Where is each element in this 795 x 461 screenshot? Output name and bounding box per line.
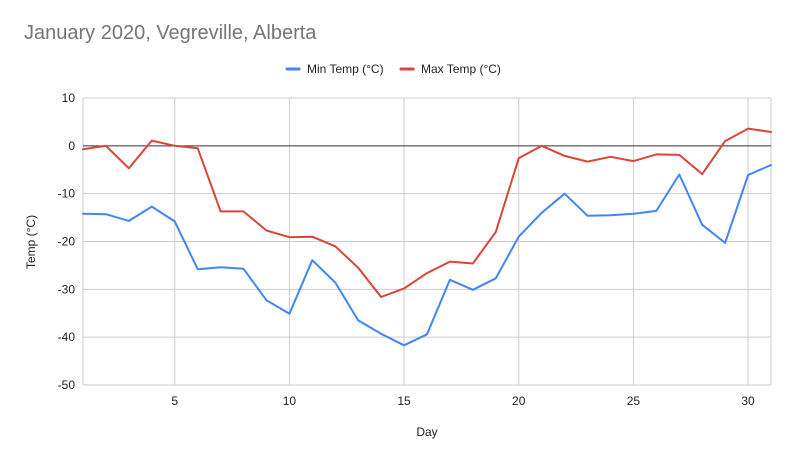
y-axis-title: Temp (°C) (24, 215, 38, 269)
series-lines (82, 127, 772, 347)
legend: Min Temp (°C) Max Temp (°C) (285, 62, 501, 76)
y-tick-label: -40 (58, 330, 76, 344)
legend-label: Min Temp (°C) (307, 62, 384, 76)
grid-lines (82, 97, 772, 386)
x-tick-label: 10 (283, 394, 297, 408)
series-line-max-temp (82, 127, 772, 298)
y-tick-label: 0 (68, 139, 75, 153)
x-tick-label: 5 (171, 394, 178, 408)
y-tick-label: -20 (58, 235, 76, 249)
chart-title: January 2020, Vegreville, Alberta (24, 22, 317, 44)
y-tick-label: -10 (58, 187, 76, 201)
x-axis-title: Day (416, 425, 437, 439)
x-tick-label: 15 (397, 394, 411, 408)
series-line-min-temp (82, 164, 772, 347)
x-axis-ticks: 5 10 15 20 25 30 (171, 394, 755, 408)
x-tick-label: 30 (741, 394, 755, 408)
y-tick-label: -50 (58, 378, 76, 392)
y-tick-label: 10 (62, 91, 76, 105)
y-axis-ticks: 10 0 -10 -20 -30 -40 -50 (58, 91, 76, 392)
legend-label: Max Temp (°C) (421, 62, 501, 76)
y-tick-label: -30 (58, 282, 76, 296)
x-tick-label: 25 (627, 394, 641, 408)
x-tick-label: 20 (512, 394, 526, 408)
